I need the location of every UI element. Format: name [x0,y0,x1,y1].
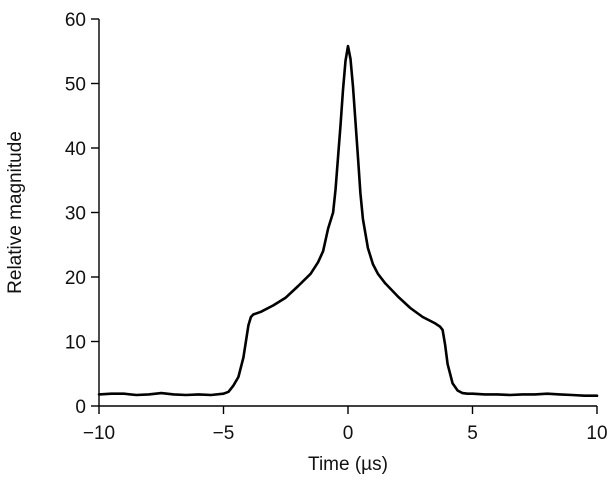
y-tick-label: 40 [65,139,86,160]
series-group [97,44,599,398]
x-tick-label: 5 [467,423,478,444]
y-tick-label: 10 [65,333,86,354]
x-tick-label: −5 [213,423,235,444]
y-tick-label: 0 [75,397,86,418]
y-tick-label: 30 [65,204,86,225]
y-tick-label: 60 [65,10,86,31]
y-axis-ticks: 0 10 20 30 40 50 60 [65,10,99,418]
y-axis-title: Relative magnitude [5,131,26,294]
series-line [97,44,599,398]
x-tick-label: 10 [586,423,607,444]
y-tick-label: 50 [65,75,86,96]
x-axis-title: Time (µs) [308,454,388,475]
x-axis-ticks: −10 −5 0 5 10 [83,406,608,444]
x-tick-label: 0 [343,423,354,444]
y-tick-label: 20 [65,268,86,289]
x-tick-label: −10 [83,423,115,444]
